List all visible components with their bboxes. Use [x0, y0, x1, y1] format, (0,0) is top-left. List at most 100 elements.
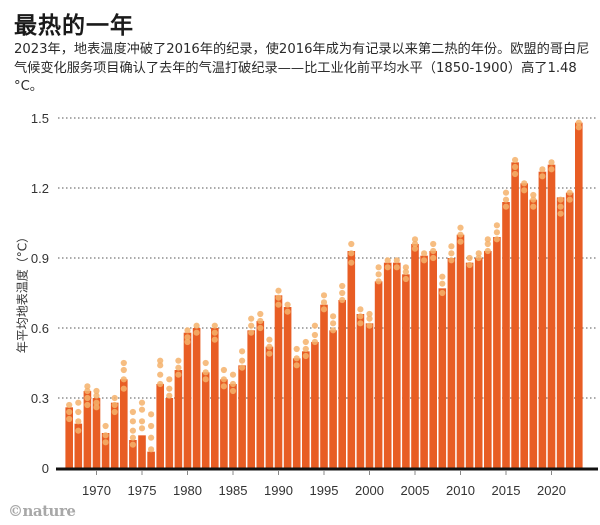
- dataset-dot: [138, 425, 146, 432]
- x-tick-label: 2010: [446, 483, 475, 498]
- dataset-dot: [421, 257, 428, 264]
- y-tick-label: 0: [42, 461, 49, 476]
- bar: [274, 295, 283, 468]
- bar: [183, 332, 192, 468]
- dataset-dot: [521, 180, 528, 187]
- y-tick-label: 0.6: [31, 321, 49, 336]
- bar: [520, 183, 528, 469]
- bar: [329, 330, 337, 468]
- dataset-dot: [175, 371, 182, 378]
- bar: [538, 171, 547, 468]
- nature-logo: ©nature: [8, 502, 76, 520]
- dataset-dot: [530, 196, 537, 203]
- dataset-dot: [193, 329, 200, 336]
- bar: [302, 351, 310, 468]
- bar: [83, 391, 92, 468]
- dataset-dot: [266, 343, 273, 350]
- x-tick-label: 2020: [537, 483, 566, 498]
- dataset-dot: [320, 299, 328, 306]
- dataset-dot: [375, 278, 382, 285]
- dataset-dot: [348, 240, 355, 248]
- bar: [402, 274, 410, 468]
- dataset-dot: [148, 446, 155, 453]
- dataset-dot: [138, 418, 146, 425]
- bar: [292, 358, 301, 468]
- dataset-dot: [248, 315, 255, 322]
- dataset-dot: [348, 259, 355, 266]
- dataset-dot: [475, 250, 482, 257]
- bar: [465, 262, 474, 468]
- dataset-dot: [366, 315, 373, 322]
- dataset-dot: [493, 222, 500, 229]
- bar: [211, 328, 219, 468]
- dataset-dot: [193, 322, 200, 329]
- dataset-dot: [566, 189, 573, 196]
- dataset-dot: [293, 345, 300, 353]
- dataset-dot: [66, 415, 73, 423]
- dataset-dot: [211, 329, 218, 336]
- dataset-dot: [102, 432, 109, 439]
- dataset-dots: [66, 119, 582, 453]
- dataset-dot: [530, 203, 537, 210]
- dataset-dot: [330, 327, 337, 334]
- dataset-dot: [211, 336, 218, 343]
- bar: [256, 321, 265, 468]
- dataset-dot: [275, 287, 282, 294]
- dataset-dot: [75, 399, 82, 406]
- bar: [393, 262, 401, 468]
- dataset-dot: [411, 236, 419, 243]
- dataset-dot: [84, 387, 91, 395]
- dataset-dot: [457, 238, 464, 245]
- bar: [547, 164, 556, 468]
- x-tick-label: 1975: [128, 483, 157, 498]
- dataset-dot: [157, 362, 164, 369]
- dataset-dot: [439, 273, 446, 280]
- dataset-dot: [484, 247, 491, 255]
- dataset-dot: [430, 240, 437, 248]
- dataset-dot: [166, 376, 173, 383]
- dataset-dot: [129, 441, 136, 448]
- dataset-dot: [239, 357, 246, 364]
- bar: [92, 398, 101, 468]
- dataset-dot: [566, 196, 573, 203]
- dataset-dot: [66, 408, 73, 416]
- dataset-dot: [548, 159, 555, 166]
- dataset-dot: [75, 427, 82, 434]
- dataset-dot: [384, 257, 391, 264]
- dataset-dot: [120, 366, 127, 374]
- dataset-dot: [330, 313, 337, 320]
- dataset-dot: [166, 392, 173, 399]
- dataset-dot: [457, 231, 464, 238]
- bar: [201, 372, 210, 468]
- chart-title: 最热的一年: [14, 13, 134, 39]
- dataset-dot: [430, 254, 437, 262]
- dataset-dot: [129, 427, 136, 434]
- bar: [356, 314, 365, 468]
- dataset-dot: [393, 257, 400, 264]
- dataset-dot: [493, 236, 500, 243]
- dataset-dot: [557, 203, 564, 210]
- dataset-dot: [439, 280, 446, 287]
- bar: [147, 451, 155, 468]
- dataset-dot: [511, 156, 519, 164]
- y-axis-ticks: 0 0.3 0.6 0.9 1.2 1.5: [31, 111, 49, 476]
- dataset-dot: [339, 289, 346, 297]
- dataset-dot: [84, 401, 91, 409]
- dataset-dot: [202, 369, 209, 376]
- bar: [529, 199, 538, 468]
- dataset-dot: [411, 245, 419, 252]
- dataset-dot: [539, 166, 546, 173]
- dataset-dot: [557, 196, 564, 203]
- dataset-dot: [466, 254, 473, 262]
- dataset-dot: [220, 376, 227, 383]
- bar: [511, 162, 519, 469]
- dataset-dot: [211, 322, 218, 329]
- bar: [110, 402, 119, 468]
- bar: [238, 365, 246, 468]
- dataset-dot: [148, 411, 155, 418]
- bar: [320, 304, 328, 468]
- bar: [138, 435, 146, 468]
- dataset-dot: [148, 422, 155, 430]
- dataset-dot: [466, 261, 473, 269]
